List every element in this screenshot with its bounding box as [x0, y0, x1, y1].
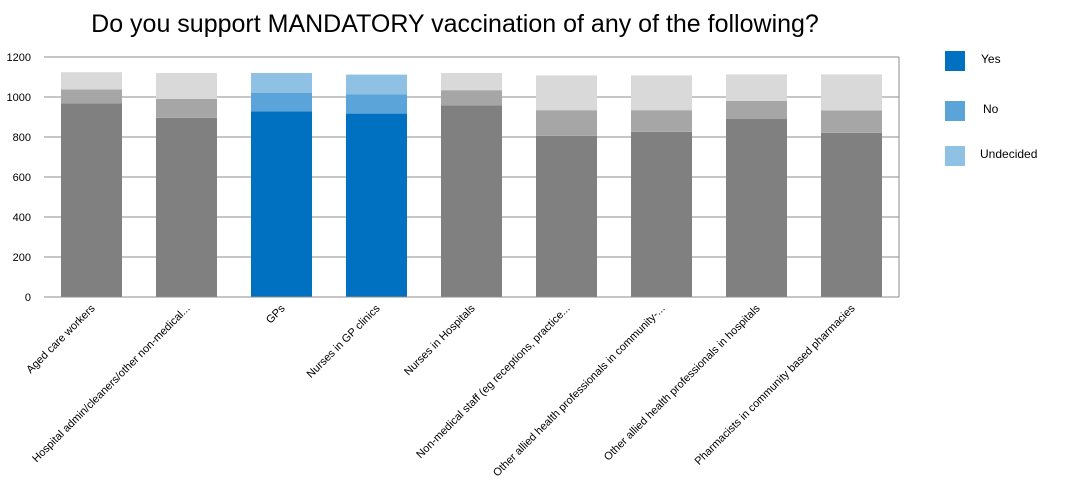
bar-segment-undecided-2 — [251, 73, 312, 93]
category-label: Pharmacists in community based pharmacie… — [693, 302, 858, 467]
y-tick-label: 600 — [13, 172, 31, 184]
y-tick-label: 400 — [13, 212, 31, 224]
bar-segment-undecided-5 — [536, 75, 597, 111]
category-label: Nurses in Hospitals — [402, 302, 478, 378]
legend-swatch-no — [945, 101, 965, 121]
bar-segment-undecided-6 — [631, 75, 692, 111]
bar-segment-no-1 — [156, 99, 217, 118]
bar-segment-yes-4 — [441, 105, 502, 298]
legend-label-yes: Yes — [981, 52, 1001, 66]
y-tick-label: 0 — [25, 292, 31, 304]
category-label: Non-medical staff (eg receptions, practi… — [414, 303, 572, 461]
legend-swatch-undecided — [945, 146, 965, 166]
bar-segment-yes-1 — [156, 117, 217, 297]
bar-segment-no-0 — [61, 89, 122, 104]
bar-segment-no-5 — [536, 110, 597, 136]
legend-label-undecided: Undecided — [980, 147, 1037, 161]
bar-segment-undecided-4 — [441, 73, 502, 91]
bar-segment-yes-2 — [251, 111, 312, 298]
bar-segment-yes-8 — [821, 132, 882, 297]
bar-segment-no-4 — [441, 90, 502, 106]
bar-segment-undecided-3 — [346, 74, 407, 95]
category-label: Other allied health professionals in hos… — [602, 302, 763, 463]
axes — [44, 57, 900, 298]
bar-segment-yes-3 — [346, 113, 407, 297]
legend: Yes No Undecided — [945, 51, 1037, 166]
category-label: Aged care workers — [24, 302, 98, 376]
y-tick-labels: 0 200 400 600 800 1000 1200 — [7, 52, 31, 304]
bar-segment-undecided-0 — [61, 72, 122, 90]
y-tick-label: 800 — [13, 132, 31, 144]
y-tick-label: 1200 — [7, 52, 31, 64]
bar-segment-yes-6 — [631, 131, 692, 297]
bar-segment-yes-5 — [536, 135, 597, 297]
bar-segment-no-6 — [631, 110, 692, 132]
category-label: GPs — [264, 302, 288, 326]
legend-swatch-yes — [945, 51, 965, 71]
bar-segment-yes-0 — [61, 103, 122, 298]
category-label: Other allied health professionals in com… — [491, 303, 668, 480]
category-label: Hospital admin/cleaners/other non-medica… — [30, 303, 192, 465]
y-tick-label: 1000 — [7, 92, 31, 104]
y-tick-label: 200 — [13, 252, 31, 264]
category-label: Nurses in GP clinics — [305, 302, 383, 380]
bar-segment-undecided-8 — [821, 74, 882, 111]
bars — [61, 72, 882, 298]
bar-segment-yes-7 — [726, 119, 787, 297]
bar-segment-no-3 — [346, 94, 407, 114]
bar-segment-undecided-1 — [156, 73, 217, 99]
legend-label-no: No — [983, 102, 999, 116]
bar-segment-no-7 — [726, 101, 787, 119]
bar-segment-no-8 — [821, 110, 882, 133]
bar-segment-undecided-7 — [726, 74, 787, 101]
chart-title: Do you support MANDATORY vaccination of … — [91, 10, 819, 38]
bar-segment-no-2 — [251, 93, 312, 112]
